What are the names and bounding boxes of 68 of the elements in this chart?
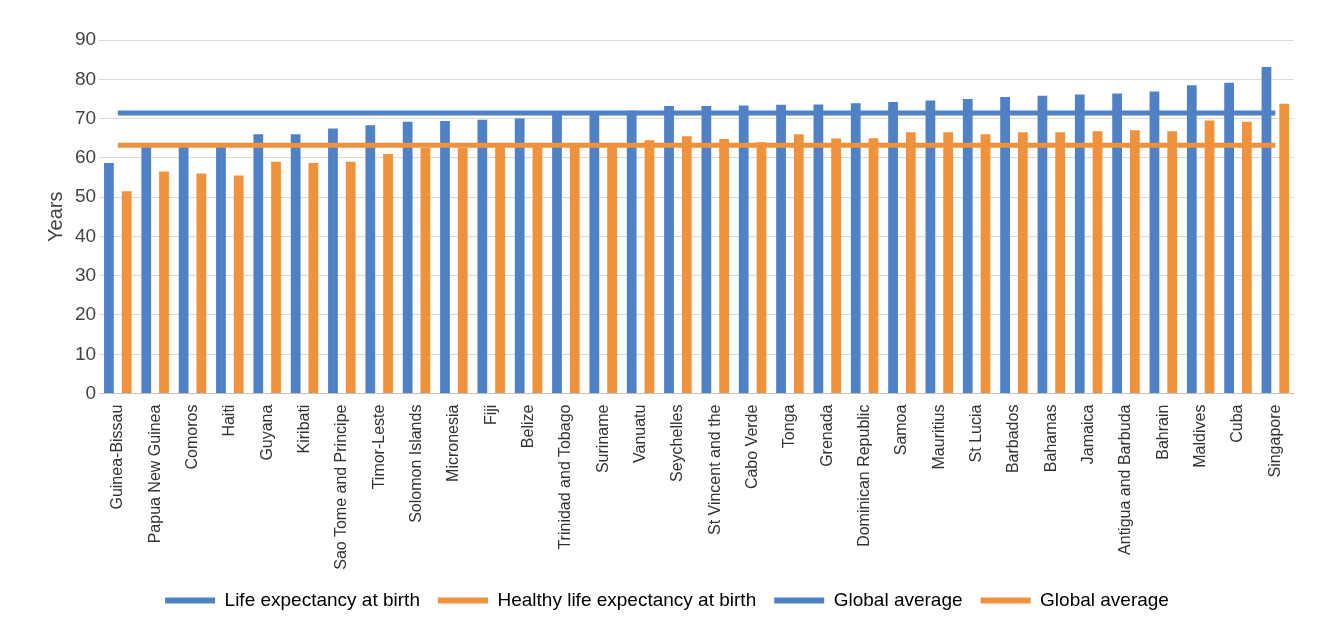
bar: [253, 134, 264, 394]
bar: [383, 153, 393, 394]
y-tick-label: 50: [74, 185, 97, 207]
x-tick-label: Solomon Islands: [406, 404, 424, 523]
x-tick-label: Trinidad and Tobago: [556, 404, 574, 550]
y-tick-label: 30: [74, 263, 97, 285]
x-tick-label: Vanuatu: [630, 404, 648, 463]
x-tick-label: Samoa: [892, 404, 910, 456]
y-axis-title: Years: [43, 191, 66, 242]
y-tick-label: 40: [74, 224, 97, 246]
x-tick-label: Mauritius: [929, 404, 947, 470]
y-tick-label: 10: [74, 342, 97, 364]
bar: [233, 175, 244, 394]
bar: [104, 162, 114, 394]
legend-label: Life expectancy at birth: [224, 588, 420, 610]
x-tick-label: Micronesia: [444, 404, 462, 482]
y-tick-label: 20: [74, 303, 97, 325]
legend-label: Global average: [1040, 588, 1169, 610]
bar: [196, 173, 207, 394]
bar: [328, 128, 338, 394]
bar: [345, 161, 356, 394]
x-tick-label: St Vincent and the: [705, 404, 723, 536]
y-tick-label: 0: [85, 381, 97, 403]
x-tick-label: Timor-Leste: [369, 404, 387, 490]
x-tick-label: Comoros: [182, 404, 200, 470]
x-tick-label: Fiji: [481, 404, 499, 426]
bar: [216, 146, 226, 394]
x-tick-label: Papua New Guinea: [145, 404, 163, 544]
legend-label: Healthy life expectancy at birth: [497, 588, 757, 610]
bar: [514, 118, 525, 394]
x-tick-label: Grenada: [817, 404, 835, 467]
bar: [141, 146, 152, 394]
y-tick-label: 70: [74, 106, 97, 128]
bar: [365, 125, 376, 394]
x-tick-label: St Lucia: [967, 404, 985, 463]
x-tick-label: Antigua and Barbuda: [1116, 404, 1134, 555]
bar: [121, 191, 132, 394]
x-tick-label: Cabo Verde: [742, 404, 760, 490]
x-tick-label: Guinea-Bissau: [108, 404, 126, 510]
x-tick-label: Barbados: [1004, 404, 1022, 474]
bar: [271, 161, 281, 394]
y-tick-label: 80: [74, 67, 97, 89]
bar: [290, 134, 301, 394]
x-tick-label: Jamaica: [1079, 404, 1097, 465]
legend-label: Global average: [833, 588, 963, 610]
bar: [477, 119, 488, 394]
x-tick-label: Bahrain: [1153, 404, 1171, 460]
x-tick-label: Suriname: [593, 404, 611, 474]
x-tick-label: Seychelles: [668, 404, 686, 482]
bar: [402, 121, 413, 394]
x-tick-label: Haiti: [220, 404, 238, 437]
x-tick-label: Cuba: [1228, 404, 1246, 443]
x-tick-label: Belize: [518, 404, 536, 449]
x-tick-label: Dominican Republic: [855, 404, 872, 547]
bar: [159, 171, 169, 394]
y-tick-label: 60: [74, 146, 97, 168]
x-tick-label: Singapore: [1265, 404, 1283, 478]
x-tick-label: Guyana: [257, 404, 275, 461]
bar: [308, 162, 319, 394]
x-tick-label: Tonga: [780, 404, 798, 449]
bar: [440, 120, 450, 394]
y-tick-label: 90: [74, 28, 97, 50]
x-tick-label: Sao Tome and Principe: [332, 404, 350, 570]
x-tick-label: Maldives: [1191, 404, 1209, 468]
bar: [178, 146, 189, 394]
x-tick-label: Bahamas: [1041, 404, 1059, 473]
bar: [1279, 103, 1290, 394]
x-tick-label: Kiribati: [294, 404, 312, 454]
